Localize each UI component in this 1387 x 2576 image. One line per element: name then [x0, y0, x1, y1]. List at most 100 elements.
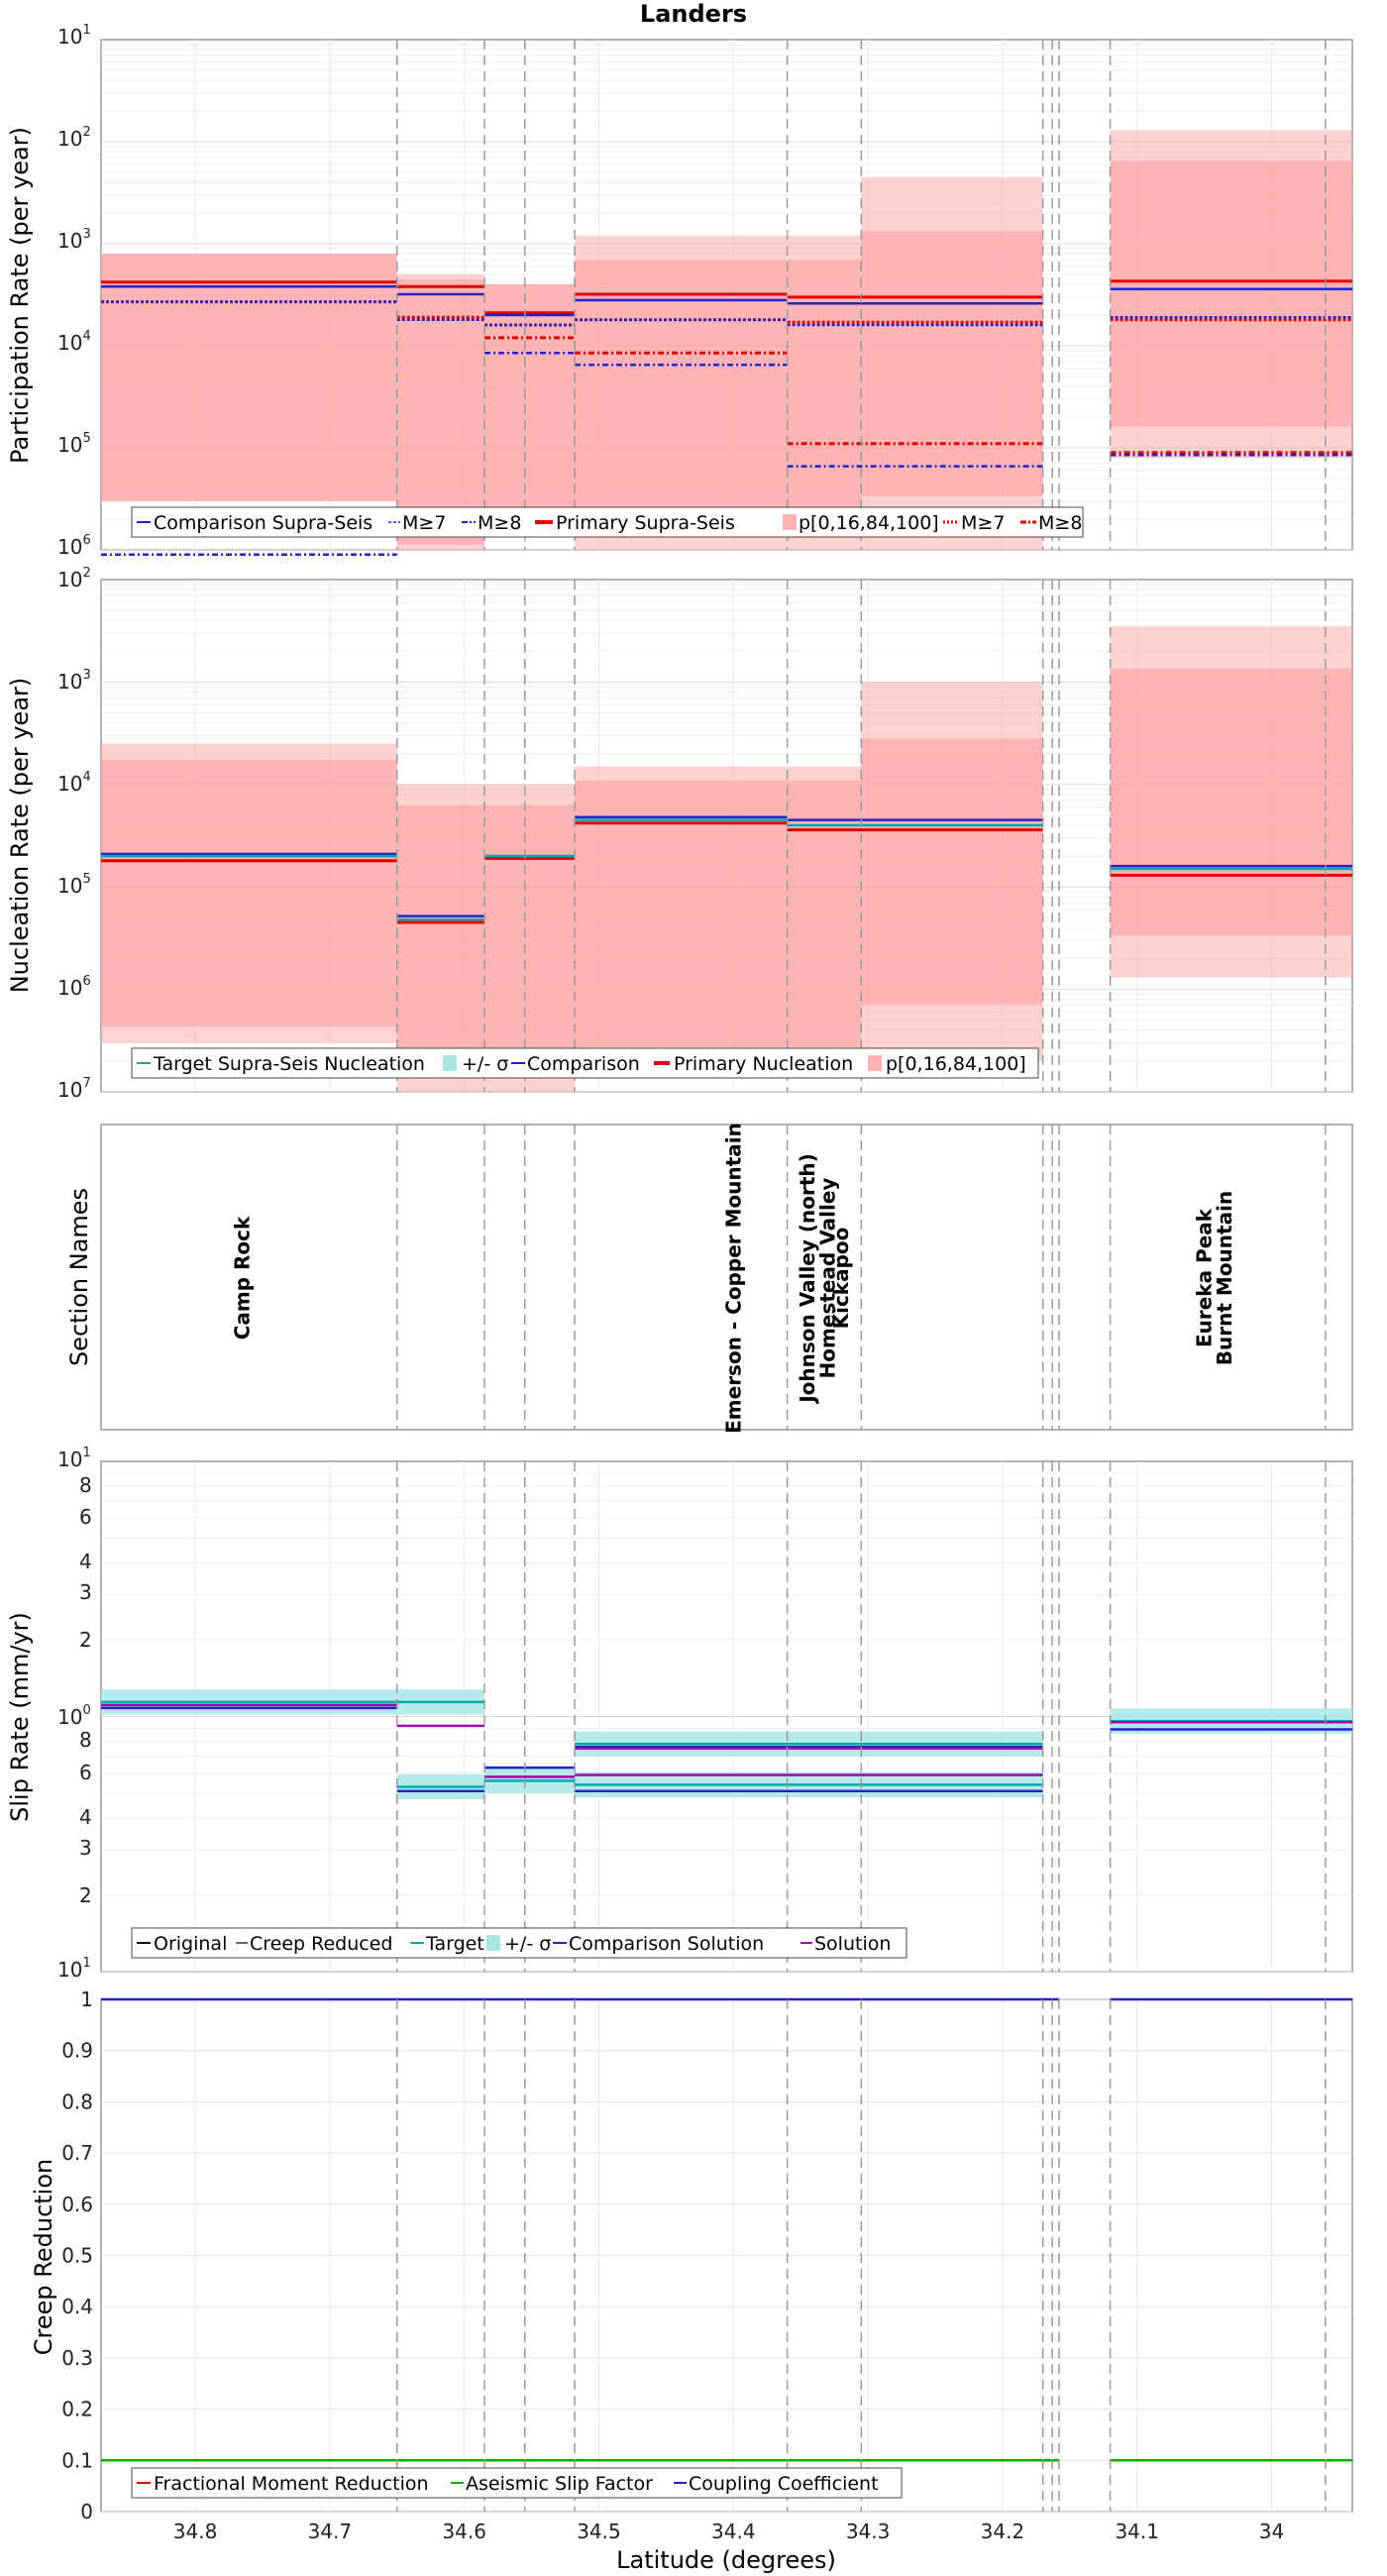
section-label: Burnt Mountain — [1213, 1191, 1236, 1365]
x-tick-label: 34.1 — [1115, 2520, 1159, 2543]
svg-text:+/- σ: +/- σ — [504, 1933, 551, 1955]
uncertainty-band — [101, 253, 397, 501]
creep-ylabel: Creep Reduction — [30, 2159, 57, 2355]
tick: 2 — [79, 1883, 92, 1907]
tick: 107 — [57, 1076, 91, 1102]
tick: 0.8 — [61, 2090, 93, 2113]
uncertainty-band — [396, 278, 485, 546]
nucleation-legend: Target Supra-Seis Nucleation +/- σ Compa… — [131, 1047, 1039, 1079]
tick: 102 — [57, 566, 91, 591]
uncertainty-band — [861, 738, 1043, 1006]
svg-text:Creep Reduced: Creep Reduced — [250, 1933, 392, 1955]
uncertainty-band — [484, 283, 576, 519]
x-tick-label: 34.8 — [173, 2520, 218, 2543]
participation-panel: Participation Rate (per year) 101 102 10… — [6, 23, 1353, 559]
svg-text:Aseismic Slip Factor: Aseismic Slip Factor — [466, 2473, 653, 2495]
tick: 1 — [80, 1987, 93, 2011]
tick: 3 — [79, 1580, 92, 1604]
uncertainty-band — [575, 260, 788, 526]
svg-text:Comparison Supra-Seis: Comparison Supra-Seis — [154, 512, 373, 534]
creep-legend: Fractional Moment Reduction Aseismic Sli… — [131, 2467, 903, 2499]
creep-panel: Creep Reduction 0 0.1 0.2 0.3 0.4 0.5 0.6 0.7 0.… — [30, 1987, 1353, 2523]
svg-text:Target: Target — [425, 1933, 484, 1955]
tick: 101 — [57, 1956, 91, 1982]
section-label: Johnson Valley (north) — [796, 1153, 819, 1405]
svg-text:M≥7: M≥7 — [961, 512, 1005, 534]
tick: 0.6 — [61, 2193, 93, 2216]
tick: 106 — [57, 974, 91, 1000]
tick: 0.7 — [61, 2141, 93, 2165]
tick: 105 — [57, 431, 91, 457]
nucleation-ylabel: Nucleation Rate (per year) — [6, 678, 34, 994]
tick: 0.2 — [61, 2398, 93, 2421]
section-label: Camp Rock — [231, 1216, 255, 1340]
tick: 101 — [57, 1446, 91, 1471]
x-tick-label: 34.5 — [577, 2520, 621, 2543]
svg-text:M≥7: M≥7 — [402, 512, 446, 534]
tick: 106 — [57, 533, 91, 559]
tick: 101 — [57, 23, 91, 49]
nucleation-yticks: 102 103 104 105 106 107 — [57, 566, 91, 1102]
section-label: Emerson - Copper Mountain — [721, 1123, 745, 1434]
participation-ylabel: Participation Rate (per year) — [6, 127, 34, 464]
svg-text:M≥8: M≥8 — [478, 512, 521, 534]
x-axis-label: Latitude (degrees) — [616, 2546, 836, 2574]
tick: 6 — [79, 1505, 92, 1529]
svg-text:Fractional Moment Reduction: Fractional Moment Reduction — [154, 2473, 429, 2495]
section-label: Homestead Valley — [815, 1178, 839, 1379]
uncertainty-band — [575, 780, 788, 1047]
tick: 0.4 — [61, 2295, 93, 2318]
x-tick-label: 34.6 — [442, 2520, 486, 2543]
x-tick-label: 34.2 — [981, 2520, 1025, 2543]
x-tick-label: 34.7 — [308, 2520, 353, 2543]
uncertainty-band — [861, 230, 1043, 496]
tick: 103 — [57, 227, 91, 253]
tick: 0.5 — [61, 2244, 93, 2268]
svg-text:Coupling Coefficient: Coupling Coefficient — [689, 2473, 879, 2495]
svg-text:p[0,16,84,100]: p[0,16,84,100] — [799, 512, 939, 534]
x-tick-label: 34.4 — [711, 2520, 756, 2543]
tick: 105 — [57, 872, 91, 898]
tick: 8 — [79, 1473, 92, 1497]
slip-rate-ylabel: Slip Rate (mm/yr) — [6, 1612, 34, 1822]
x-tick-label: 34 — [1259, 2520, 1284, 2543]
uncertainty-band — [787, 260, 862, 526]
slip-legend: Original Creep Reduced Target +/- σ Comp… — [131, 1927, 907, 1959]
participation-legend: Comparison Supra-Seis M≥7 M≥8 Primary Su… — [131, 506, 1084, 538]
tick: 8 — [79, 1728, 92, 1752]
tick: 4 — [79, 1550, 92, 1573]
slip-yticks: 101 8 6 4 3 2 100 8 6 4 3 2 101 — [57, 1446, 92, 1982]
chart-title: Landers — [640, 0, 747, 28]
uncertainty-band — [396, 805, 576, 1072]
svg-text:Original: Original — [154, 1933, 227, 1955]
tick: 100 — [57, 1703, 91, 1729]
slip-rate-panel: Slip Rate (mm/yr) 101 8 6 4 3 2 100 8 6 … — [6, 1446, 1353, 1982]
tick: 6 — [79, 1761, 92, 1784]
section-label: Kickapoo — [829, 1228, 853, 1330]
section-label: Eureka Peak — [1193, 1208, 1217, 1347]
uncertainty-band — [1110, 668, 1352, 936]
svg-text:Primary Supra-Seis: Primary Supra-Seis — [556, 512, 735, 534]
tick: 0.9 — [61, 2039, 93, 2063]
tick: 2 — [79, 1628, 92, 1652]
svg-text:M≥8: M≥8 — [1038, 512, 1082, 534]
tick: 0 — [80, 2500, 93, 2523]
svg-text:+/- σ: +/- σ — [462, 1053, 508, 1075]
x-axis: 34.8 34.7 34.6 34.5 34.4 34.3 34.2 34.1 34 — [173, 2520, 1284, 2543]
tick: 102 — [57, 125, 91, 151]
uncertainty-band — [1110, 161, 1352, 427]
tick: 3 — [79, 1836, 92, 1860]
svg-text:Solution: Solution — [814, 1933, 891, 1955]
tick: 104 — [57, 329, 91, 355]
nucleation-panel: Nucleation Rate (per year) 102 103 104 1… — [6, 566, 1353, 1102]
tick: 4 — [79, 1805, 92, 1829]
tick: 0.3 — [61, 2346, 93, 2370]
tick: 104 — [57, 770, 91, 796]
svg-text:Target Supra-Seis Nucleation: Target Supra-Seis Nucleation — [153, 1053, 425, 1075]
svg-text:p[0,16,84,100]: p[0,16,84,100] — [886, 1053, 1026, 1075]
x-tick-label: 34.3 — [846, 2520, 891, 2543]
section-names-ylabel: Section Names — [65, 1188, 93, 1366]
svg-text:Comparison: Comparison — [527, 1053, 640, 1075]
creep-yticks: 0 0.1 0.2 0.3 0.4 0.5 0.6 0.7 0.8 0.9 1 — [61, 1987, 93, 2523]
